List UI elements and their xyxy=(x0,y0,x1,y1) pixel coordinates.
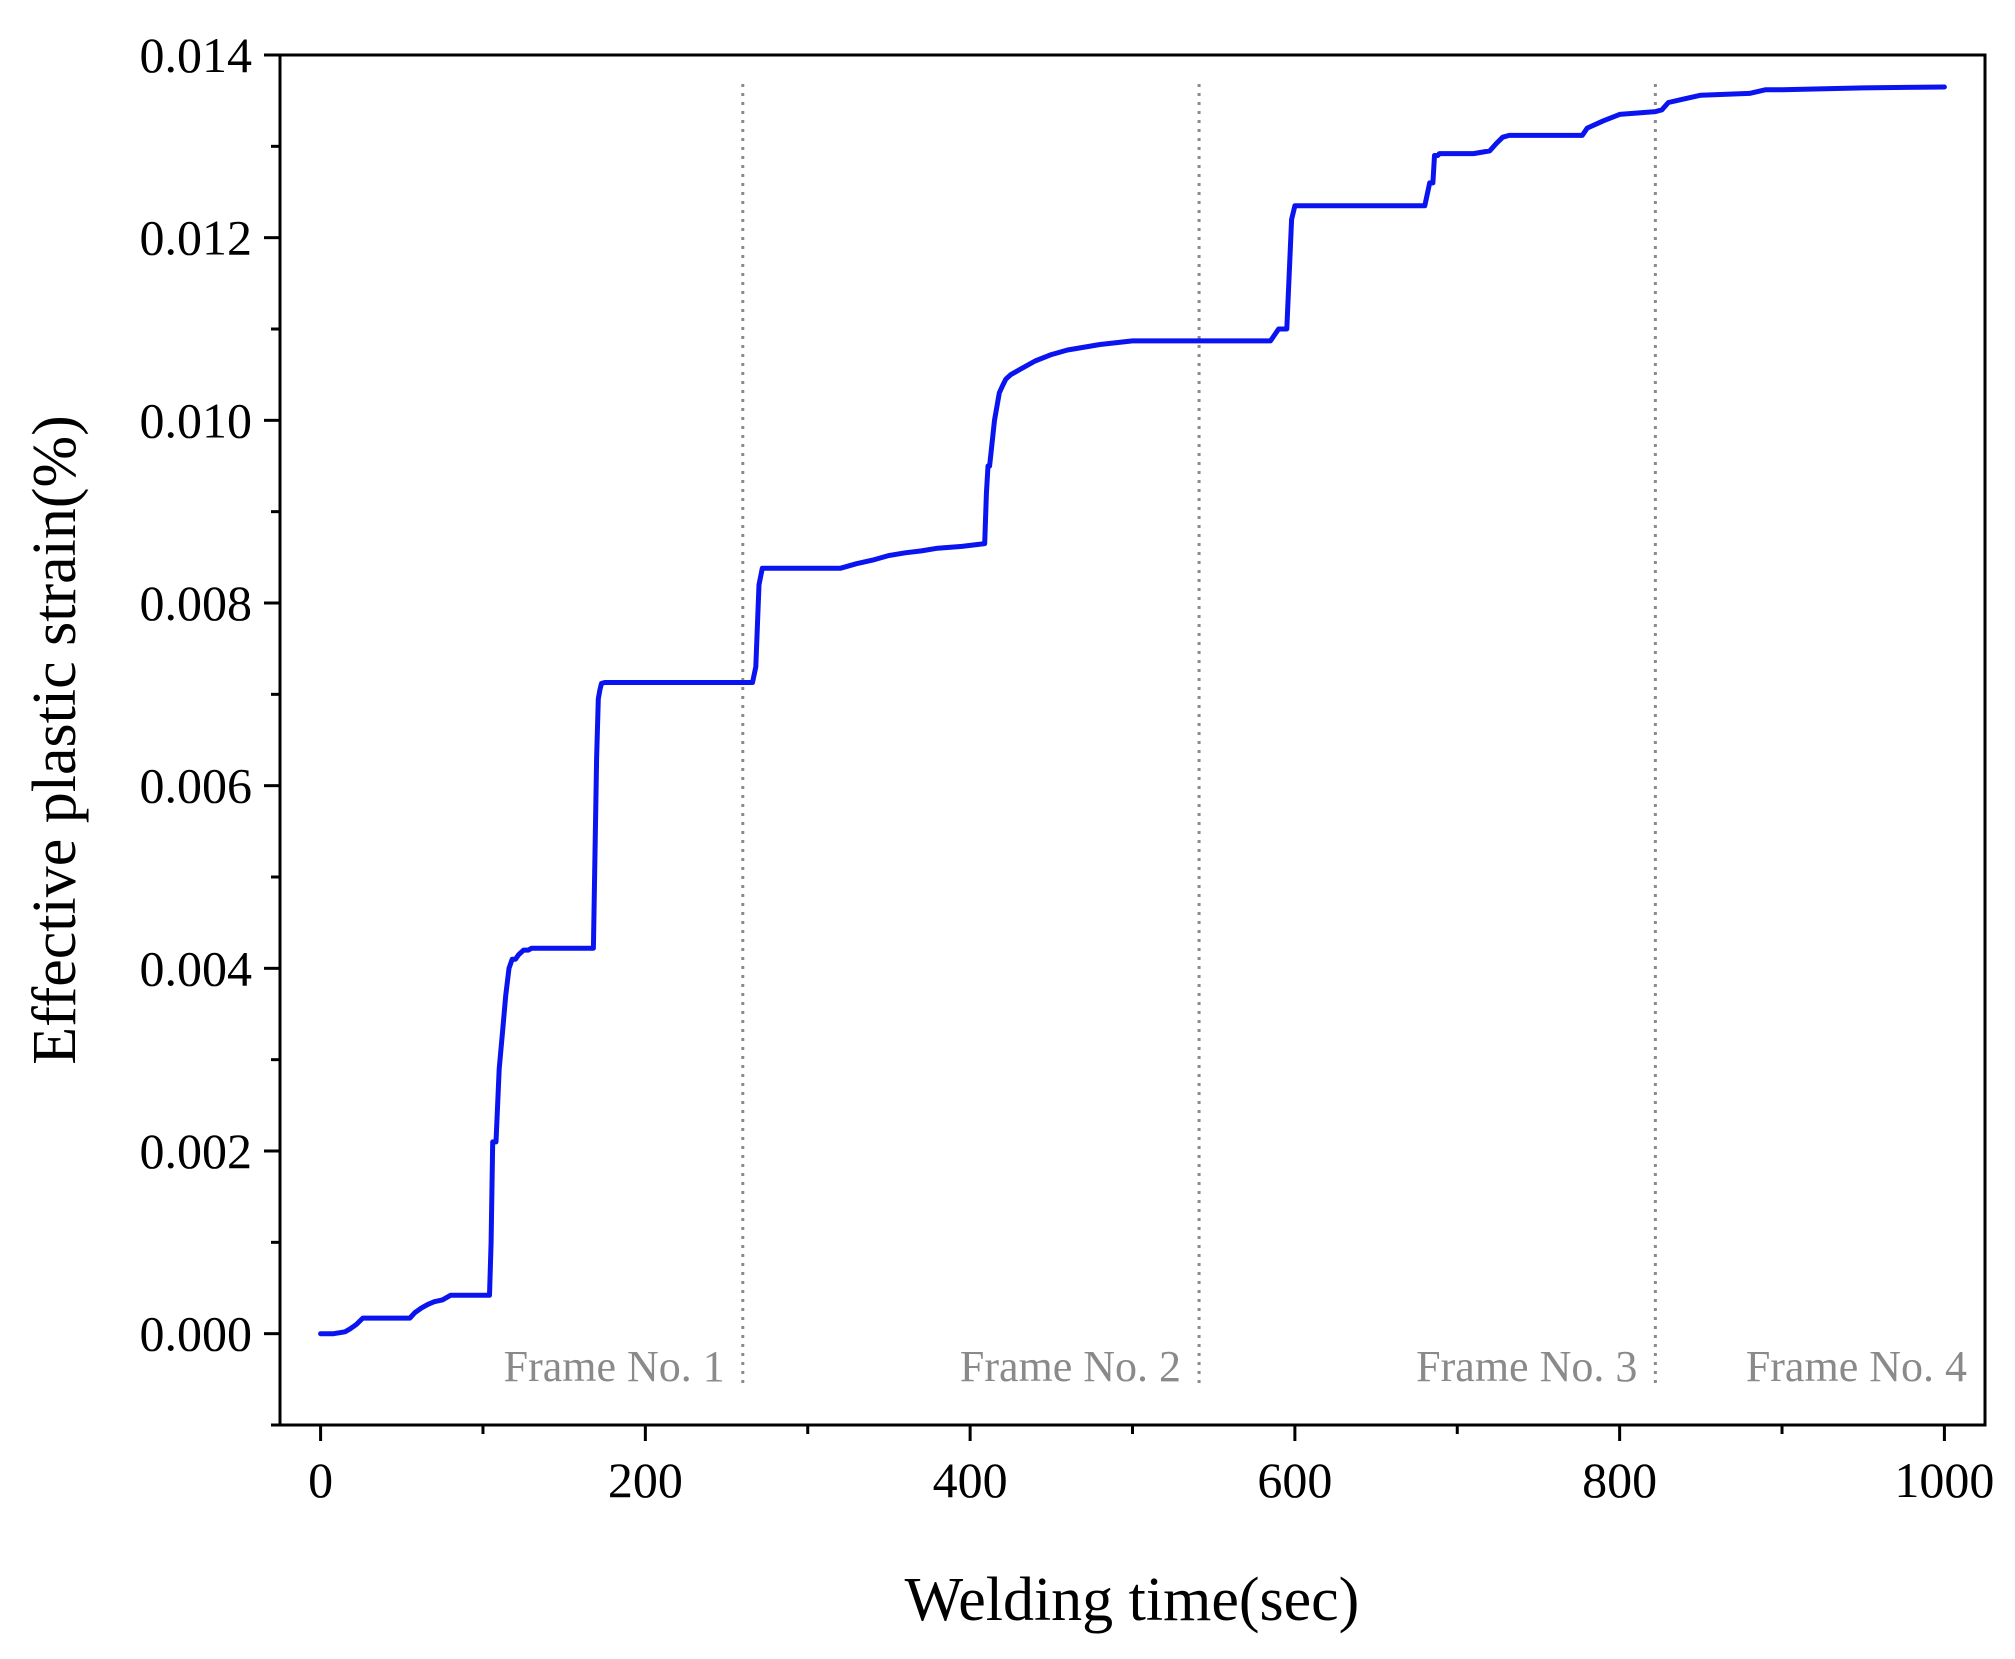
y-tick-label: 0.012 xyxy=(140,210,253,266)
frame-label: Frame No. 2 xyxy=(960,1342,1181,1391)
x-tick-label: 1000 xyxy=(1894,1452,1994,1508)
y-tick-label: 0.014 xyxy=(140,27,253,83)
frame-label: Frame No. 3 xyxy=(1416,1342,1637,1391)
y-tick-label: 0.000 xyxy=(140,1306,253,1362)
x-tick-label: 200 xyxy=(608,1452,683,1508)
y-tick-label: 0.002 xyxy=(140,1123,253,1179)
series-line xyxy=(318,84,1947,1337)
y-tick-label: 0.010 xyxy=(140,392,253,448)
x-tick-label: 800 xyxy=(1582,1452,1657,1508)
y-axis-title: Effective plastic strain(%) xyxy=(21,415,89,1065)
x-tick-label: 400 xyxy=(933,1452,1008,1508)
frame-label: Frame No. 1 xyxy=(504,1342,725,1391)
y-tick-label: 0.004 xyxy=(140,940,253,996)
frame-annotations: Frame No. 1 Frame No. 2 Frame No. 3 Frame N… xyxy=(504,1342,1967,1391)
x-tick-label: 600 xyxy=(1257,1452,1332,1508)
frame-label: Frame No. 4 xyxy=(1746,1342,1967,1391)
y-tick-label: 0.006 xyxy=(140,758,253,814)
y-tick-label: 0.008 xyxy=(140,575,253,631)
frame-separators xyxy=(741,84,1657,1385)
series-layer xyxy=(318,84,1947,1337)
x-axis-ticks: 0 200 400 600 800 1000 xyxy=(308,1425,1994,1508)
y-axis-ticks: 0.000 0.002 0.004 0.006 0.008 0.010 0.012 0.014 xyxy=(140,27,280,1427)
x-axis-title: Welding time(sec) xyxy=(905,1566,1360,1634)
x-tick-label: 0 xyxy=(308,1452,333,1508)
